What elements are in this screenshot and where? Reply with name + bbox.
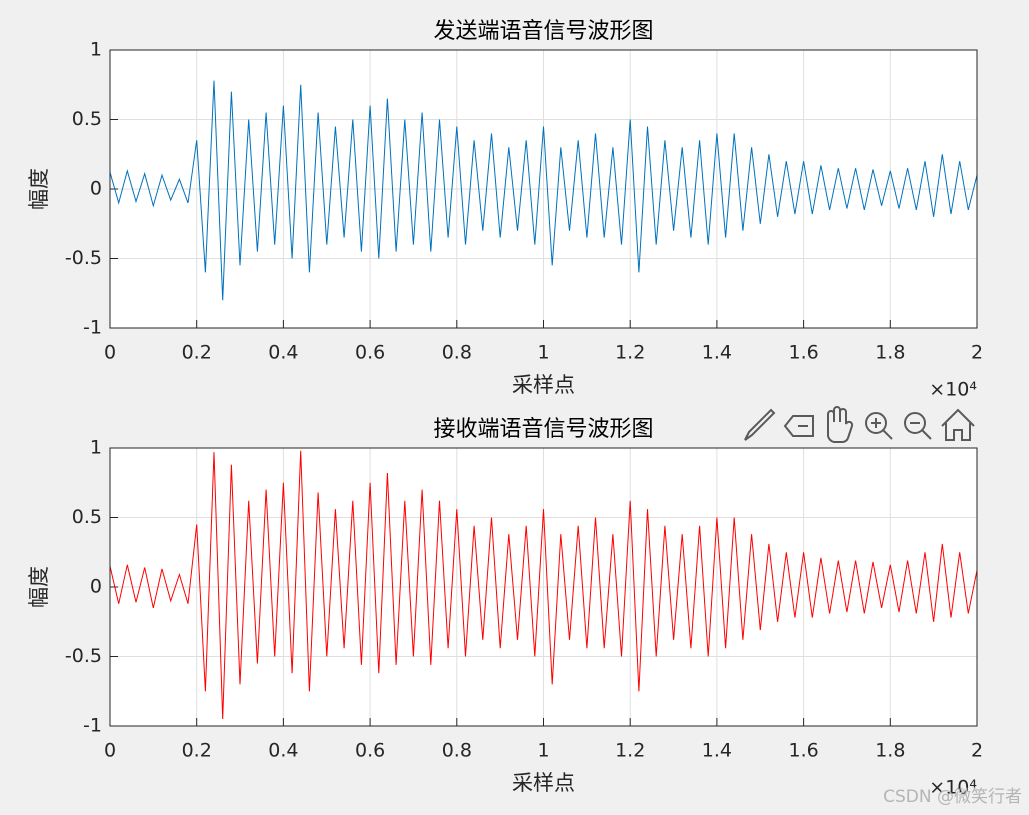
x-tick-label: 0.8: [442, 342, 472, 364]
x-tick-label: 0.4: [268, 342, 298, 364]
datatip-button[interactable]: [783, 415, 814, 437]
x-tick-label: 0.8: [442, 740, 472, 762]
watermark: CSDN @微笑行者: [883, 787, 1022, 807]
y-tick-label: 0.5: [72, 108, 102, 130]
zoom-in-button[interactable]: [865, 412, 893, 440]
home-button[interactable]: [941, 408, 975, 441]
x-tick-label: 1: [537, 342, 549, 364]
pan-button[interactable]: [827, 406, 854, 443]
axes-toolbar: [744, 406, 975, 443]
x-multiplier: ×10⁴: [929, 777, 977, 799]
x-multiplier: ×10⁴: [929, 379, 977, 401]
chart-title: 接收端语音信号波形图: [433, 417, 653, 442]
x-tick-label: 0: [104, 740, 116, 762]
x-tick-label: 0: [104, 342, 116, 364]
y-tick-label: 0: [90, 576, 102, 598]
y-tick-label: -0.5: [65, 645, 102, 667]
x-tick-label: 1.8: [875, 740, 905, 762]
y-tick-label: 0: [90, 178, 102, 200]
x-tick-label: 1.6: [788, 342, 818, 364]
y-tick-label: -1: [83, 317, 102, 339]
waveform-line: [109, 80, 978, 301]
x-tick-label: 2: [971, 740, 983, 762]
x-axis-label: 采样点: [512, 771, 575, 795]
x-tick-label: 2: [971, 342, 983, 364]
x-tick-label: 1.2: [615, 740, 645, 762]
axes-frame: [109, 49, 978, 329]
x-tick-label: 0.4: [268, 740, 298, 762]
x-axis-label: 采样点: [512, 373, 575, 397]
y-axis-label: 幅度: [27, 168, 51, 210]
x-tick-label: 0.2: [182, 342, 212, 364]
x-tick-label: 0.6: [355, 342, 385, 364]
brush-button[interactable]: [744, 408, 776, 441]
y-tick-label: -0.5: [65, 247, 102, 269]
x-tick-label: 1.4: [702, 342, 732, 364]
x-tick-label: 1.8: [875, 342, 905, 364]
x-tick-label: 0.2: [182, 740, 212, 762]
waveform-line: [109, 450, 978, 720]
x-tick-label: 0.6: [355, 740, 385, 762]
y-tick-label: -1: [83, 715, 102, 737]
x-tick-label: 1.4: [702, 740, 732, 762]
y-tick-label: 1: [90, 437, 102, 459]
y-tick-label: 0.5: [72, 506, 102, 528]
y-axis-label: 幅度: [27, 566, 51, 608]
x-tick-label: 1.6: [788, 740, 818, 762]
axes-frame: [109, 447, 978, 727]
chart-title: 发送端语音信号波形图: [433, 19, 653, 44]
x-tick-label: 1: [537, 740, 549, 762]
zoom-out-button[interactable]: [904, 412, 932, 440]
y-tick-label: 1: [90, 39, 102, 61]
x-tick-label: 1.2: [615, 342, 645, 364]
